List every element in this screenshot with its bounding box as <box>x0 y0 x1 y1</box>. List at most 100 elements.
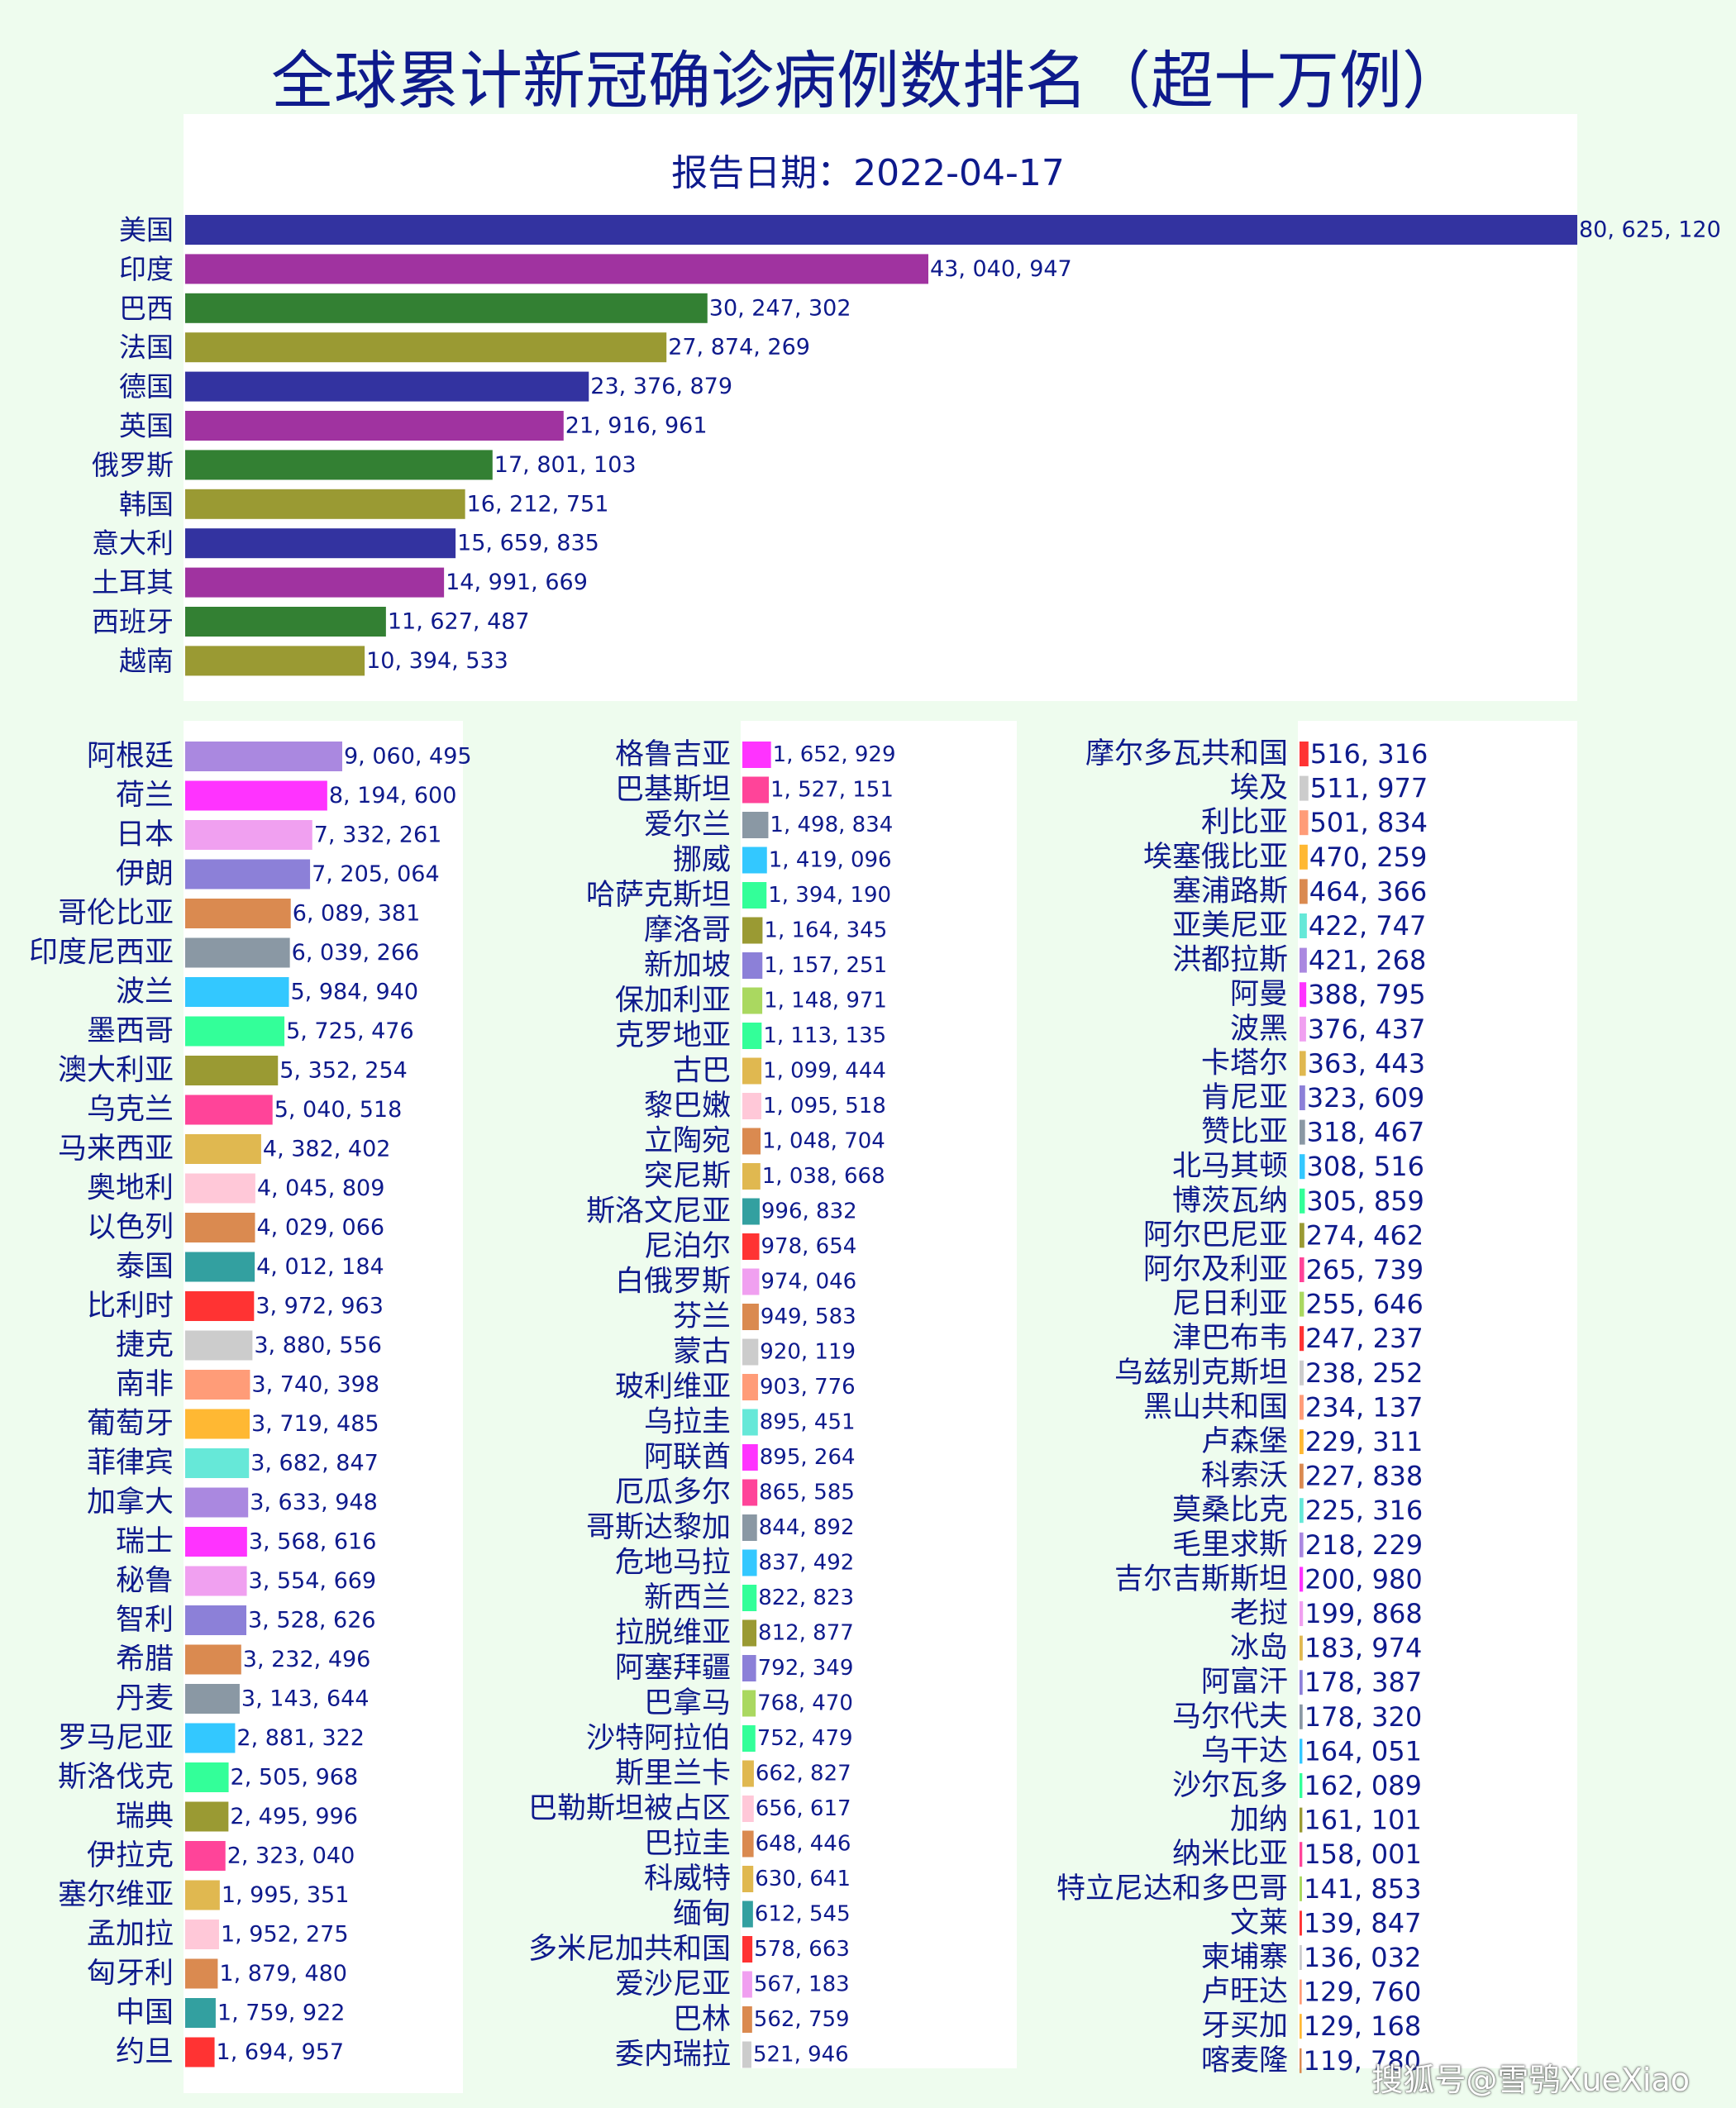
category-label-right-29: 乌干达 <box>1201 1734 1288 1767</box>
category-label-middle-4: 哈萨克斯坦 <box>586 879 731 912</box>
category-label-right-24: 吉尔吉斯斯坦 <box>1114 1562 1288 1595</box>
value-label-right-25: 199, 868 <box>1304 1598 1423 1629</box>
category-label-top-1: 印度 <box>119 253 174 285</box>
value-label-middle-15: 974, 046 <box>761 1270 856 1295</box>
bar-right-28 <box>1300 1704 1303 1729</box>
category-label-right-9: 卡塔尔 <box>1201 1047 1288 1080</box>
bar-top-6 <box>185 450 493 480</box>
bar-left-8 <box>185 1056 279 1085</box>
value-label-right-5: 422, 747 <box>1309 910 1427 942</box>
value-label-middle-23: 837, 492 <box>759 1551 855 1576</box>
bar-left-2 <box>185 820 312 850</box>
value-label-middle-22: 844, 892 <box>759 1515 855 1540</box>
value-label-right-4: 464, 366 <box>1309 875 1428 907</box>
category-label-left-10: 马来西亚 <box>58 1133 174 1166</box>
category-label-right-32: 纳米比亚 <box>1172 1838 1288 1871</box>
bar-middle-32 <box>742 1866 754 1892</box>
category-label-middle-0: 格鲁吉亚 <box>615 738 731 771</box>
category-label-middle-9: 古巴 <box>673 1055 731 1088</box>
bar-middle-12 <box>742 1163 761 1190</box>
category-label-middle-37: 委内瑞拉 <box>615 2039 731 2072</box>
bar-left-3 <box>185 859 311 889</box>
category-label-left-17: 葡萄牙 <box>87 1408 174 1441</box>
bar-left-9 <box>185 1095 273 1125</box>
value-label-left-20: 3, 568, 616 <box>249 1529 377 1555</box>
value-label-top-4: 23, 376, 879 <box>590 374 732 399</box>
bar-right-38 <box>1300 2048 1302 2073</box>
category-label-middle-15: 白俄罗斯 <box>615 1266 731 1299</box>
category-label-right-10: 肯尼亚 <box>1201 1081 1288 1114</box>
bar-right-29 <box>1300 1738 1303 1764</box>
category-label-left-31: 匈牙利 <box>87 1958 174 1991</box>
value-label-right-10: 323, 609 <box>1307 1082 1425 1114</box>
category-label-middle-2: 爱尔兰 <box>644 808 731 842</box>
value-label-middle-8: 1, 113, 135 <box>763 1023 886 1048</box>
value-label-top-9: 14, 991, 669 <box>446 570 588 595</box>
bar-left-7 <box>185 1016 285 1047</box>
bar-top-2 <box>185 293 708 323</box>
category-label-middle-13: 斯洛文尼亚 <box>586 1195 731 1228</box>
bar-right-4 <box>1300 879 1308 904</box>
bar-left-31 <box>185 1958 218 1989</box>
category-label-right-26: 冰岛 <box>1230 1632 1288 1665</box>
bar-left-17 <box>185 1409 250 1439</box>
bar-middle-16 <box>742 1304 759 1330</box>
bar-top-9 <box>185 567 445 598</box>
category-label-middle-26: 阿塞拜疆 <box>615 1652 731 1685</box>
bar-right-18 <box>1300 1360 1304 1385</box>
bar-left-24 <box>185 1684 240 1714</box>
category-label-middle-30: 巴勒斯坦被占区 <box>528 1792 731 1825</box>
category-label-left-28: 伊拉克 <box>87 1839 174 1872</box>
bar-middle-30 <box>742 1796 754 1822</box>
value-label-middle-1: 1, 527, 151 <box>770 778 894 803</box>
bar-middle-23 <box>742 1549 757 1576</box>
bar-left-32 <box>185 1998 216 2028</box>
category-label-left-8: 澳大利亚 <box>58 1054 174 1087</box>
category-label-right-21: 科索沃 <box>1201 1460 1288 1493</box>
category-label-right-31: 加纳 <box>1230 1804 1288 1837</box>
value-label-top-0: 80, 625, 120 <box>1579 217 1721 243</box>
category-label-left-5: 印度尼西亚 <box>29 937 174 970</box>
bar-left-16 <box>185 1370 250 1400</box>
value-label-right-6: 421, 268 <box>1309 945 1427 976</box>
value-label-right-14: 274, 462 <box>1306 1219 1424 1251</box>
value-label-right-36: 129, 760 <box>1304 1977 1422 2008</box>
category-label-left-4: 哥伦比亚 <box>58 897 174 930</box>
bar-top-0 <box>185 215 1577 245</box>
value-label-right-15: 265, 739 <box>1306 1254 1424 1285</box>
category-label-right-23: 毛里求斯 <box>1172 1529 1288 1562</box>
category-label-middle-21: 厄瓜多尔 <box>615 1476 731 1509</box>
value-label-right-13: 305, 859 <box>1306 1185 1424 1217</box>
value-label-middle-7: 1, 148, 971 <box>764 989 887 1013</box>
value-label-left-15: 3, 880, 556 <box>254 1333 382 1358</box>
bar-middle-31 <box>742 1830 754 1858</box>
bar-right-33 <box>1300 1876 1302 1901</box>
value-label-left-32: 1, 759, 922 <box>217 2001 346 2026</box>
value-label-middle-31: 648, 446 <box>756 1832 851 1857</box>
category-label-left-29: 塞尔维亚 <box>58 1879 174 1912</box>
category-label-right-3: 埃塞俄比亚 <box>1143 841 1288 874</box>
bar-middle-13 <box>742 1198 760 1225</box>
bar-right-16 <box>1300 1291 1304 1317</box>
value-label-middle-14: 978, 654 <box>761 1234 857 1259</box>
value-label-right-26: 183, 974 <box>1304 1633 1423 1664</box>
right-panel-background <box>1298 721 1577 2068</box>
category-label-left-25: 罗马尼亚 <box>58 1722 174 1755</box>
category-label-middle-36: 巴林 <box>673 2003 731 2036</box>
bar-middle-0 <box>742 742 771 768</box>
category-label-right-28: 马尔代夫 <box>1172 1700 1288 1734</box>
value-label-left-10: 4, 382, 402 <box>263 1137 391 1162</box>
value-label-left-25: 2, 881, 322 <box>236 1725 365 1751</box>
category-label-middle-7: 保加利亚 <box>615 985 731 1018</box>
value-label-middle-18: 903, 776 <box>760 1375 856 1400</box>
bar-right-1 <box>1300 775 1309 801</box>
category-label-middle-19: 乌拉圭 <box>644 1406 731 1439</box>
value-label-middle-13: 996, 832 <box>761 1199 857 1224</box>
category-label-right-38: 喀麦隆 <box>1201 2044 1288 2077</box>
bar-middle-34 <box>742 1936 753 1963</box>
value-label-middle-29: 662, 827 <box>756 1762 851 1786</box>
bar-right-2 <box>1300 810 1309 836</box>
value-label-left-6: 5, 984, 940 <box>291 980 419 1005</box>
value-label-left-2: 7, 332, 261 <box>314 823 442 848</box>
bar-middle-14 <box>742 1233 760 1260</box>
